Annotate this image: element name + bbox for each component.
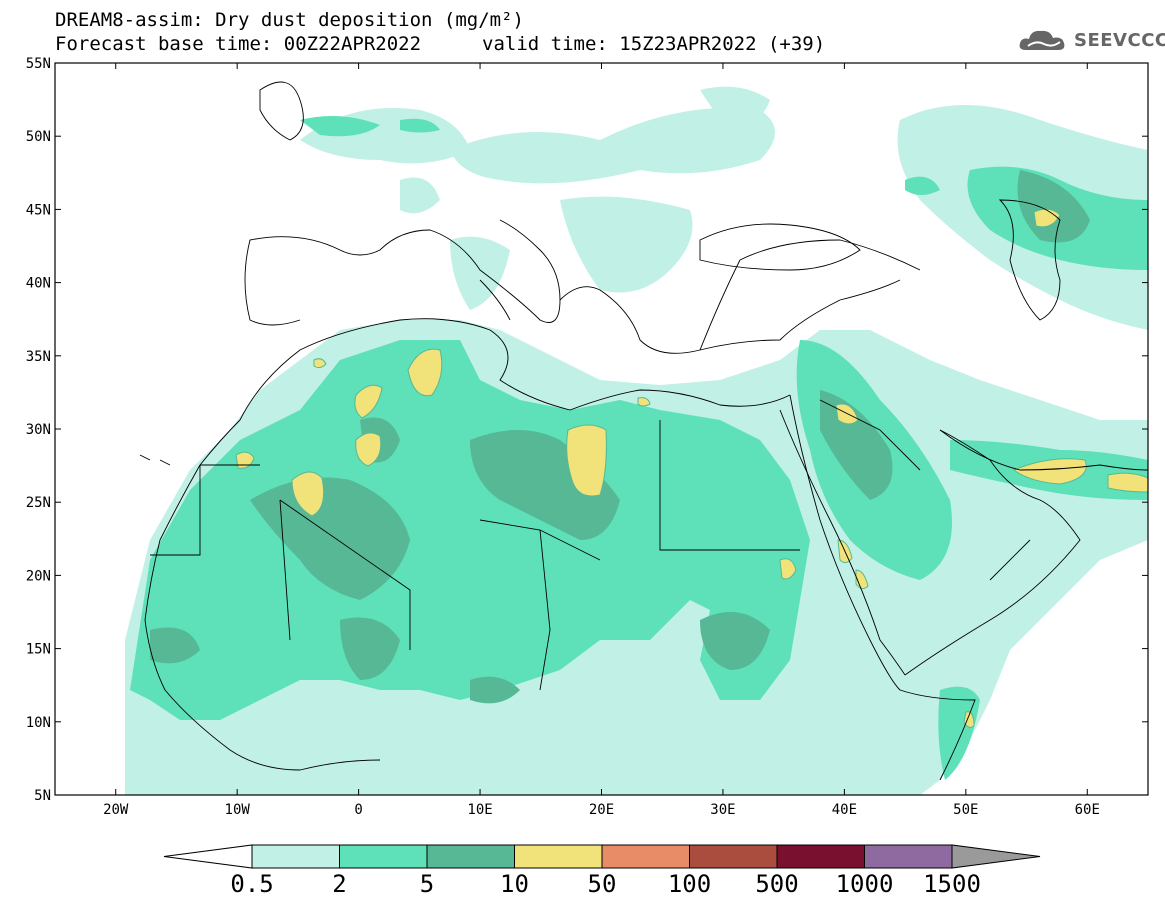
lon-tick-label: 50E [953,802,978,818]
legend-label: 0.5 [230,870,274,898]
deposition-level-10 [235,208,1148,728]
valid-time: valid time: 15Z23APR2022 (+39) [482,33,826,55]
lon-tick-label: 10E [467,802,492,818]
logo-text: SEEVCCC [1074,30,1165,51]
lat-tick-label: 50N [26,129,51,145]
legend-label: 1500 [923,870,981,898]
legend-label: 500 [755,870,799,898]
lat-tick-label: 15N [26,642,51,658]
legend-label: 5 [419,870,435,898]
legend-swatch [251,844,340,869]
legend-swatch [601,844,690,869]
lat-tick-label: 55N [26,56,51,72]
lat-tick-label: 5N [34,788,51,804]
map-title: DREAM8-assim: Dry dust deposition (mg/m²… [55,9,524,31]
legend-label: 10 [500,870,529,898]
lon-tick-label: 20E [589,802,614,818]
coastlines-and-borders [139,81,1148,781]
legend-swatch [864,844,953,869]
map-canvas [55,63,1148,795]
lon-tick-label: 10W [225,802,251,818]
cloud-logo-icon [1019,30,1065,50]
legend-swatch [776,844,865,869]
legend-swatch [514,844,603,869]
legend-label: 2 [332,870,347,898]
lon-tick-label: 60E [1075,802,1100,818]
lat-tick-label: 10N [26,715,51,731]
legend-over-arrow [951,844,1041,869]
seevccc-logo: SEEVCCC [1018,26,1165,56]
legend-label: 50 [587,870,617,898]
legend-under-arrow [163,844,253,869]
color-legend [163,844,1041,869]
latitude-axis: 55N 50N 45N 40N 35N 30N 25N 20N 15N 10N 5N [26,56,1148,804]
lon-tick-label: 40E [832,802,857,818]
legend-swatch [426,844,515,869]
legend-swatch [689,844,778,869]
longitude-axis: 20W 10W 0 10E 20E 30E 40E 50E 60E [103,63,1100,818]
lat-tick-label: 40N [26,276,51,292]
lon-tick-label: 30E [710,802,735,818]
lat-tick-label: 45N [26,202,51,218]
forecast-base-time: Forecast base time: 00Z22APR2022 [55,33,422,55]
lat-tick-label: 25N [26,495,51,511]
legend-swatch [339,844,428,869]
lon-tick-label: 0 [354,802,362,818]
lat-tick-label: 30N [26,422,51,438]
lat-tick-label: 20N [26,568,51,584]
lat-tick-label: 35N [26,349,51,365]
lon-tick-label: 20W [103,802,129,818]
legend-label: 100 [667,870,712,898]
legend-label: 1000 [835,870,894,898]
legend-labels: 0.5 2 5 10 50 100 500 1000 1500 [0,870,1165,900]
